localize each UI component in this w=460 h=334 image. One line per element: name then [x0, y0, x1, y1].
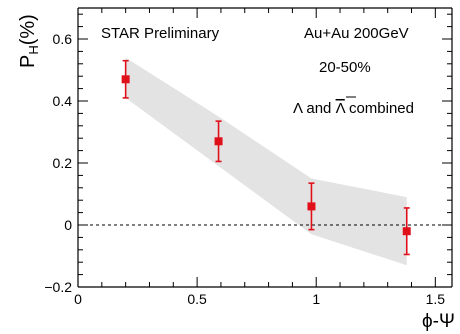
- y-tick-label: 0.4: [53, 93, 73, 109]
- preliminary-annotation: STAR Preliminary: [101, 25, 220, 42]
- data-point-marker: [214, 137, 223, 146]
- x-tick-label: 0.5: [187, 291, 207, 307]
- y-tick-label: 0.6: [53, 31, 73, 47]
- x-axis-label: ϕ-Ψ: [422, 311, 455, 332]
- y-tick-label: 0.2: [53, 155, 73, 171]
- axis-tick-labels: 0 0.5 1 1.5−0.200.20.40.6: [44, 31, 445, 307]
- axes-frame: [77, 7, 453, 288]
- data-point-marker: [121, 75, 130, 84]
- collision-system-annotation: Au+Au 200GeV: [304, 25, 409, 42]
- data-point-marker: [307, 202, 316, 211]
- axis-ticks: [77, 8, 452, 288]
- y-tick-label: 0: [64, 217, 72, 233]
- x-tick-label: 1: [312, 291, 320, 307]
- y-axis-label: PH(%): [17, 14, 41, 68]
- data-points: [121, 59, 411, 256]
- systematic-uncertainty-band: [125, 57, 407, 266]
- x-tick-label: 0: [74, 291, 82, 307]
- species-annotation: Λ and Λ combined: [293, 100, 414, 117]
- x-tick-label: 1.5: [426, 291, 446, 307]
- y-tick-label: −0.2: [44, 279, 72, 295]
- data-point-marker: [402, 227, 411, 236]
- antilambda-symbol: Λ: [336, 100, 346, 117]
- centrality-annotation: 20-50%: [319, 59, 371, 76]
